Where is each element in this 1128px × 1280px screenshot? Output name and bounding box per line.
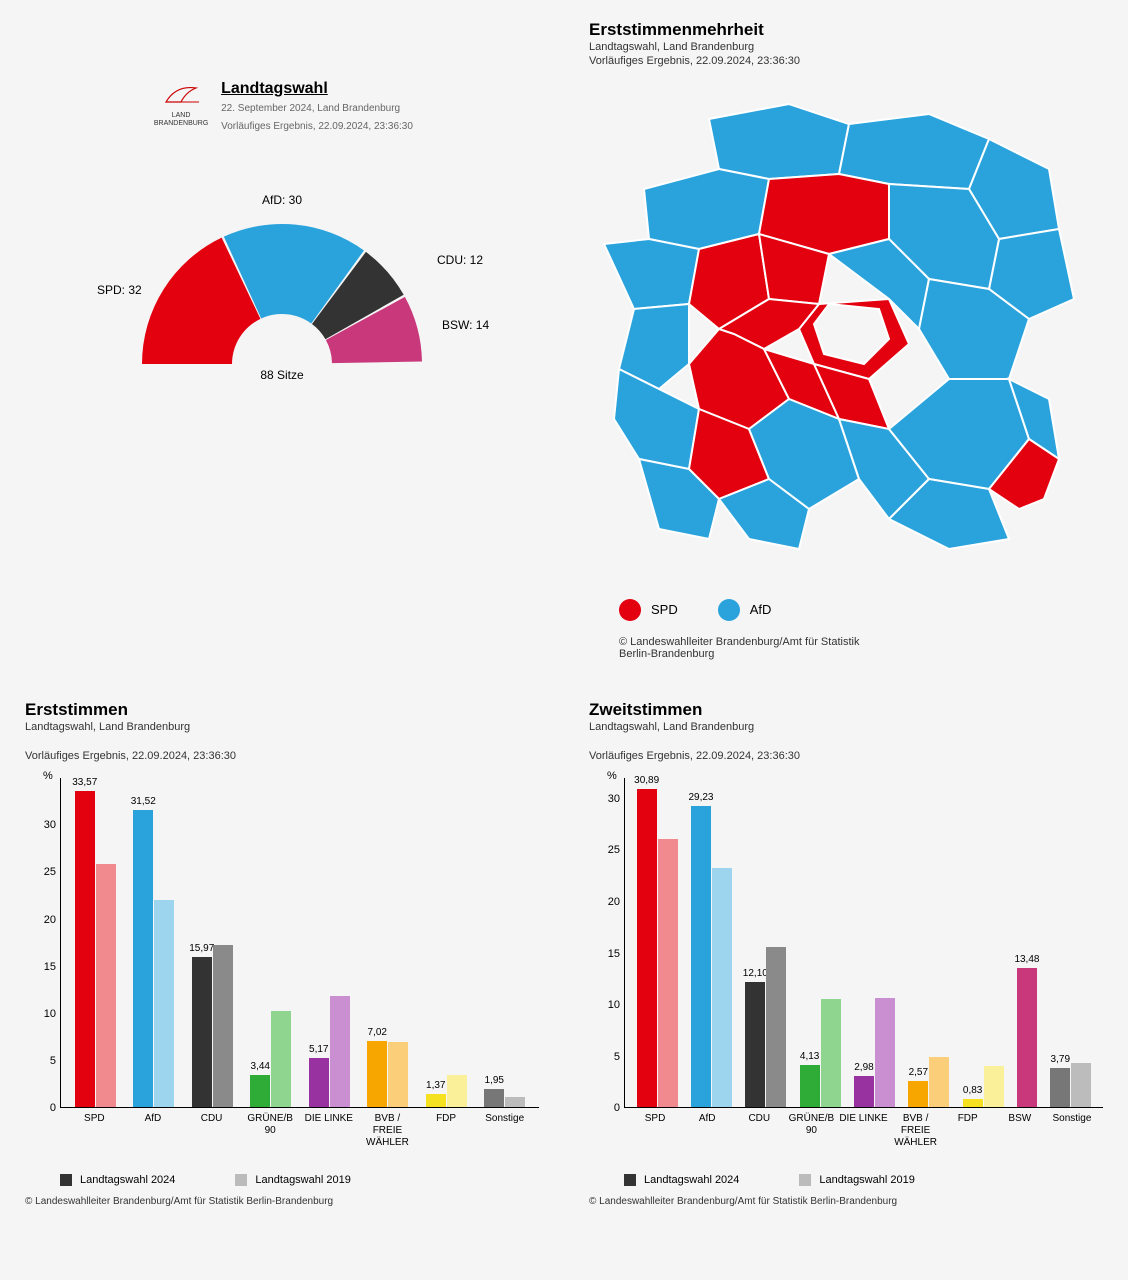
brandenburg-logo: LAND BRANDENBURG <box>151 80 211 127</box>
legend-afd: AfD <box>718 599 772 621</box>
svg-text:CDU: 12: CDU: 12 <box>437 253 483 267</box>
erst-legend: Landtagswahl 2024 Landtagswahl 2019 <box>60 1174 539 1186</box>
seat-title: Landtagswahl <box>221 80 413 98</box>
map-sub1: Landtagswahl, Land Brandenburg <box>589 40 1103 54</box>
seat-distribution-panel: LAND BRANDENBURG Landtagswahl 22. Septem… <box>0 0 564 680</box>
svg-text:AfD: 30: AfD: 30 <box>262 193 302 207</box>
zweit-legend: Landtagswahl 2024 Landtagswahl 2019 <box>624 1174 1103 1186</box>
seat-half-donut: SPD: 32 AfD: 30 CDU: 12 BSW: 14 88 Sitze <box>72 164 492 414</box>
map-panel: Erststimmenmehrheit Landtagswahl, Land B… <box>564 0 1128 680</box>
erst-bar-chart: %05101520253033,5731,5215,973,445,177,02… <box>25 778 539 1149</box>
svg-text:SPD: 32: SPD: 32 <box>97 283 142 297</box>
map-title: Erststimmenmehrheit <box>589 20 1103 40</box>
zweit-title: Zweitstimmen <box>589 700 1103 720</box>
seat-sub1: 22. September 2024, Land Brandenburg <box>221 102 413 116</box>
erst-copyright: © Landeswahlleiter Brandenburg/Amt für S… <box>25 1196 539 1207</box>
svg-text:88 Sitze: 88 Sitze <box>260 368 304 382</box>
erststimmen-panel: Erststimmen Landtagswahl, Land Brandenbu… <box>0 680 564 1228</box>
map-legend: SPD AfD <box>589 599 1103 621</box>
zweit-bar-chart: %05101520253030,8929,2312,104,132,982,57… <box>589 778 1103 1149</box>
zweit-sub2: Vorläufiges Ergebnis, 22.09.2024, 23:36:… <box>589 749 1103 763</box>
map-copyright: © Landeswahlleiter Brandenburg/Amt für S… <box>589 636 889 660</box>
erst-title: Erststimmen <box>25 700 539 720</box>
svg-text:BSW: 14: BSW: 14 <box>442 318 489 332</box>
zweit-copyright: © Landeswahlleiter Brandenburg/Amt für S… <box>589 1196 1103 1207</box>
erst-sub2: Vorläufiges Ergebnis, 22.09.2024, 23:36:… <box>25 749 539 763</box>
constituency-map <box>589 79 1103 584</box>
erst-sub1: Landtagswahl, Land Brandenburg <box>25 720 539 734</box>
seat-sub2: Vorläufiges Ergebnis, 22.09.2024, 23:36:… <box>221 120 413 134</box>
legend-spd: SPD <box>619 599 678 621</box>
map-sub2: Vorläufiges Ergebnis, 22.09.2024, 23:36:… <box>589 54 1103 68</box>
zweitstimmen-panel: Zweitstimmen Landtagswahl, Land Brandenb… <box>564 680 1128 1228</box>
zweit-sub1: Landtagswahl, Land Brandenburg <box>589 720 1103 734</box>
